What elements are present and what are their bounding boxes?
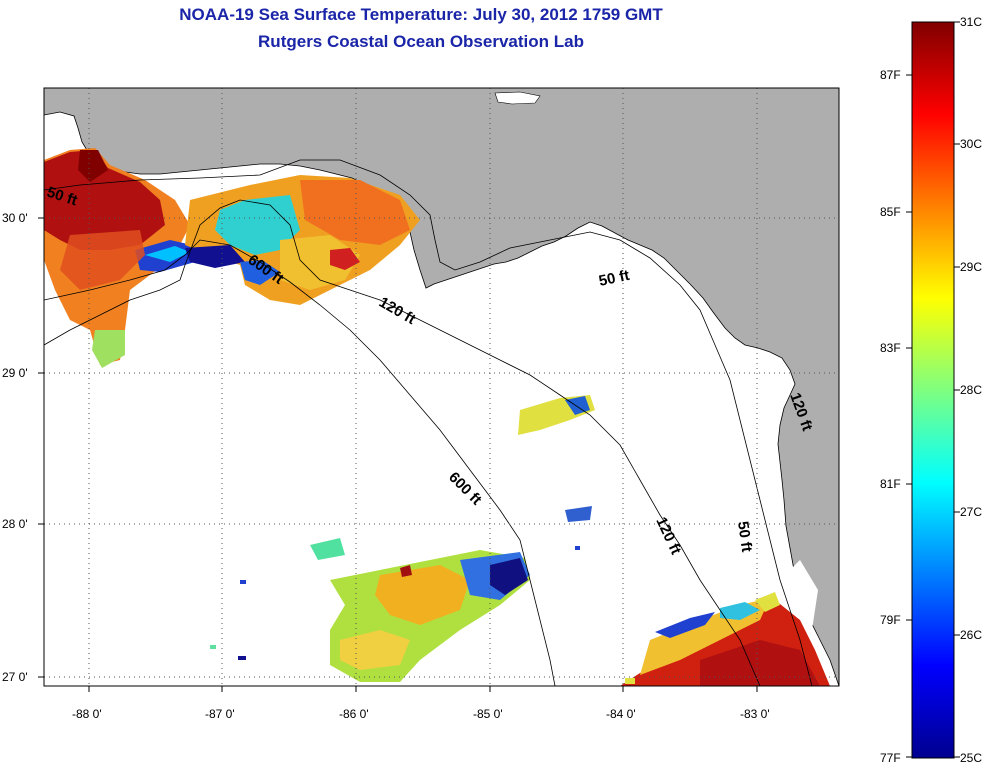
- colorbar-celsius-label: 31C: [960, 15, 982, 29]
- contour-label: 50 ft: [597, 267, 631, 290]
- y-tick-label: 30 0': [2, 211, 28, 225]
- colorbar-ticks: [906, 21, 960, 758]
- colorbar: [911, 21, 955, 759]
- colorbar-fahrenheit-label: 85F: [880, 205, 901, 219]
- x-tick-label: -85 0': [473, 707, 503, 721]
- title-line-1: NOAA-19 Sea Surface Temperature: July 30…: [179, 5, 663, 24]
- colorbar-celsius-label: 28C: [960, 383, 982, 397]
- coastal-bay: [780, 560, 818, 630]
- x-tick-label: -88 0': [72, 707, 102, 721]
- map-frame: [43, 87, 840, 687]
- y-tick-label: 28 0': [2, 517, 28, 531]
- colorbar-celsius-label: 26C: [960, 628, 982, 642]
- x-tick-label: -83 0': [740, 707, 770, 721]
- y-tick-label: 27 0': [2, 670, 28, 684]
- colorbar-fahrenheit-label: 83F: [880, 341, 901, 355]
- land-mass: [44, 88, 839, 686]
- x-tick-label: -84 0': [606, 707, 636, 721]
- colorbar-celsius-label: 29C: [960, 260, 982, 274]
- contour-label: 50 ft: [734, 520, 755, 553]
- sst-data-layer: [44, 148, 830, 686]
- title-line-2: Rutgers Coastal Ocean Observation Lab: [258, 32, 584, 51]
- colorbar-celsius-label: 27C: [960, 505, 982, 519]
- bathymetry-contours: [44, 159, 813, 686]
- colorbar-celsius-label: 25C: [960, 751, 982, 765]
- colorbar-fahrenheit-label: 87F: [880, 68, 901, 82]
- colorbar-fahrenheit-label: 79F: [880, 613, 901, 627]
- x-tick-label: -87 0': [205, 707, 235, 721]
- colorbar-fahrenheit-label: 77F: [880, 751, 901, 765]
- axis-tick-marks: [38, 217, 758, 692]
- inland-lake: [494, 91, 541, 105]
- x-tick-label: -86 0': [339, 707, 369, 721]
- colorbar-celsius-label: 30C: [960, 137, 982, 151]
- y-tick-label: 29 0': [2, 366, 28, 380]
- colorbar-fahrenheit-label: 81F: [880, 477, 901, 491]
